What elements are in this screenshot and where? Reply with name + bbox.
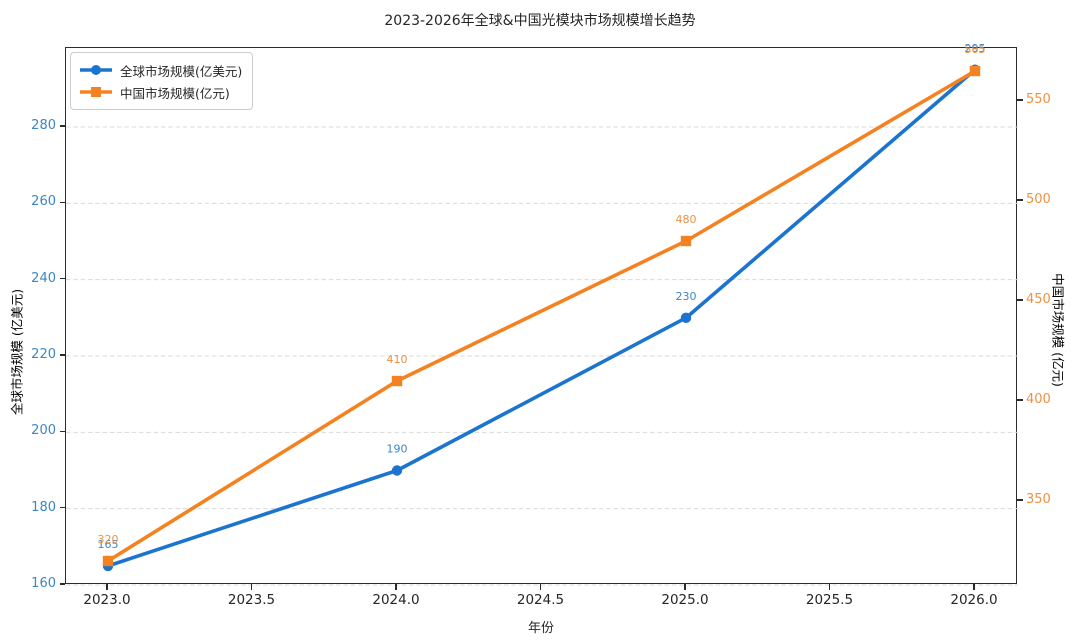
plot-area: 165 190 230 295 320 410 480 565 全球市场规模(亿美元) 中国市场… bbox=[65, 42, 1018, 586]
data-point-square bbox=[969, 65, 981, 77]
left-tick-mark bbox=[59, 125, 65, 127]
data-label: 295 bbox=[965, 42, 986, 55]
left-y-tick-label: 180 bbox=[31, 499, 56, 515]
data-point-circle bbox=[680, 312, 692, 324]
left-y-tick-label: 240 bbox=[31, 270, 56, 286]
x-tick-label: 2024.5 bbox=[516, 592, 565, 608]
x-tick-label: 2025.5 bbox=[805, 592, 854, 608]
x-tick-mark bbox=[684, 584, 686, 590]
x-tick-mark bbox=[539, 584, 542, 590]
right-tick-mark bbox=[1017, 399, 1023, 401]
x-tick-label: 2025.0 bbox=[661, 592, 709, 608]
x-tick-mark bbox=[250, 584, 253, 590]
x-tick-mark bbox=[395, 584, 397, 590]
legend-label: 中国市场规模(亿元) bbox=[120, 85, 230, 101]
legend-marker-square bbox=[80, 87, 112, 97]
right-y-tick-label: 550 bbox=[1026, 92, 1051, 107]
data-label: 165 bbox=[98, 538, 119, 551]
x-tick-label: 2023.5 bbox=[227, 592, 276, 608]
data-label: 565 bbox=[965, 43, 986, 56]
left-y-tick-label: 220 bbox=[31, 347, 56, 362]
right-tick-mark bbox=[1017, 299, 1023, 301]
right-y-tick-label: 350 bbox=[1026, 492, 1051, 507]
right-tick-mark bbox=[1017, 199, 1023, 201]
data-point-square bbox=[102, 555, 114, 567]
left-tick-mark bbox=[59, 201, 65, 204]
left-tick-mark bbox=[59, 430, 65, 433]
left-tick-mark bbox=[59, 277, 65, 280]
x-tick-label: 2023.0 bbox=[83, 592, 131, 608]
legend-item: 全球市场规模(亿美元) bbox=[79, 59, 242, 81]
data-label: 410 bbox=[387, 353, 408, 366]
left-y-tick-label: 260 bbox=[31, 194, 56, 210]
left-tick-mark bbox=[59, 354, 65, 356]
data-label: 320 bbox=[98, 533, 119, 546]
left-tick-mark bbox=[59, 583, 65, 585]
x-tick-mark bbox=[828, 584, 831, 590]
left-y-tick-label: 280 bbox=[31, 118, 56, 133]
right-y-tick-label: 500 bbox=[1026, 192, 1051, 207]
right-y-tick-label: 450 bbox=[1026, 292, 1051, 307]
x-tick-label: 2024.0 bbox=[372, 592, 420, 608]
series-line-blue bbox=[106, 67, 977, 568]
legend-item: 中国市场规模(亿元) bbox=[79, 81, 242, 103]
legend-marker-circle bbox=[80, 65, 112, 75]
left-tick-mark bbox=[59, 506, 65, 509]
x-tick-label: 2026.0 bbox=[950, 592, 998, 608]
right-y-tick-label: 400 bbox=[1026, 392, 1051, 407]
right-tick-mark bbox=[1017, 99, 1023, 101]
x-tick-mark bbox=[106, 584, 108, 590]
right-tick-mark bbox=[1017, 499, 1023, 501]
left-y-tick-label: 200 bbox=[31, 423, 56, 439]
legend-label: 全球市场规模(亿美元) bbox=[120, 63, 243, 79]
data-point-circle bbox=[391, 465, 403, 476]
legend: 全球市场规模(亿美元) 中国市场规模(亿元) bbox=[70, 52, 254, 110]
data-label: 480 bbox=[676, 213, 697, 226]
chart-canvas: 165 190 230 295 320 410 480 565 bbox=[66, 42, 1018, 586]
right-y-axis-title: 中国市场规模 (亿元) bbox=[1050, 273, 1066, 387]
chart-title: 2023-2026年全球&中国光模块市场规模增长趋势 bbox=[384, 13, 696, 29]
x-axis-title: 年份 bbox=[527, 621, 554, 636]
data-label: 190 bbox=[387, 443, 408, 456]
left-y-tick-label: 160 bbox=[31, 576, 56, 591]
series-line-orange bbox=[106, 69, 977, 563]
data-point-square bbox=[391, 375, 403, 387]
data-point-square bbox=[680, 235, 692, 247]
x-tick-mark bbox=[973, 584, 975, 590]
data-label: 230 bbox=[676, 290, 697, 303]
